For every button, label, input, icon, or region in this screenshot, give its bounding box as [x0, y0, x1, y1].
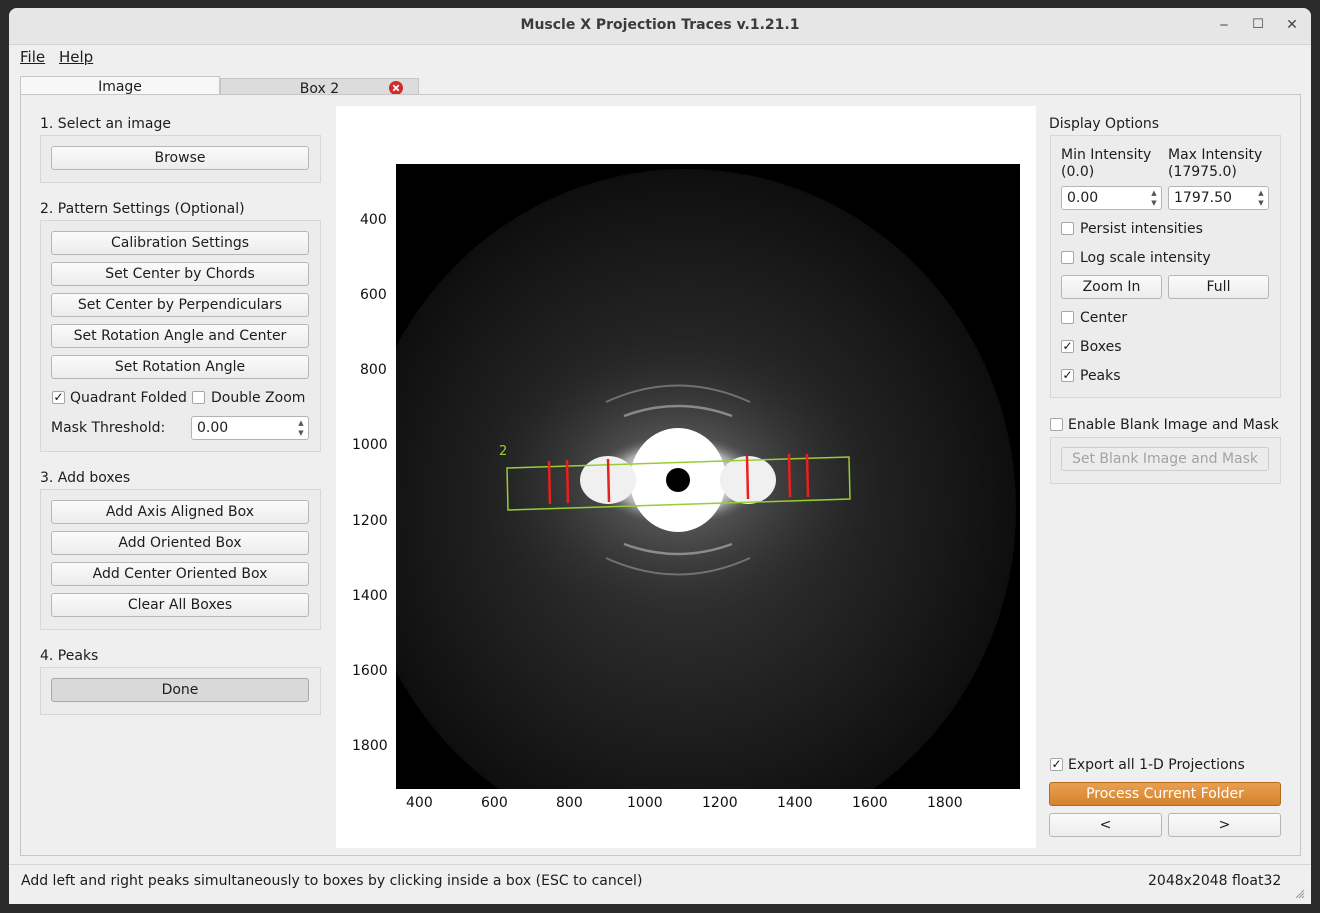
min-intensity-range: (0.0)	[1061, 164, 1095, 180]
set-rotation-center-button[interactable]: Set Rotation Angle and Center	[51, 324, 309, 348]
tab-box-2-label: Box 2	[299, 81, 340, 97]
display-options-title: Display Options	[1049, 116, 1160, 132]
x-tick: 400	[406, 795, 433, 811]
app-window: Muscle X Projection Traces v.1.21.1 ‒ ☐ …	[9, 8, 1311, 904]
y-tick: 400	[360, 212, 387, 228]
close-icon[interactable]: ✕	[1286, 17, 1298, 33]
export-projections-label: Export all 1-D Projections	[1068, 757, 1245, 773]
browse-button[interactable]: Browse	[51, 146, 309, 170]
max-intensity-label: Max Intensity	[1168, 147, 1263, 163]
min-intensity-input[interactable]: 0.00 ▲ ▼	[1061, 186, 1162, 210]
add-oriented-box-button[interactable]: Add Oriented Box	[51, 531, 309, 555]
x-tick: 1400	[777, 795, 813, 811]
clear-all-boxes-button[interactable]: Clear All Boxes	[51, 593, 309, 617]
menu-help[interactable]: Help	[59, 48, 94, 66]
display-options-group	[1050, 135, 1281, 398]
menu-file[interactable]: File	[20, 48, 46, 66]
mask-threshold-input[interactable]: 0.00 ▲ ▼	[191, 416, 309, 440]
next-button[interactable]: >	[1168, 813, 1281, 837]
spin-down-icon[interactable]: ▼	[298, 429, 304, 437]
center-label: Center	[1080, 310, 1128, 326]
section-peaks: 4. Peaks	[40, 648, 99, 664]
add-center-oriented-box-button[interactable]: Add Center Oriented Box	[51, 562, 309, 586]
x-tick: 1000	[627, 795, 663, 811]
export-projections-checkbox[interactable]: ✓	[1050, 757, 1063, 771]
window-title: Muscle X Projection Traces v.1.21.1	[520, 17, 800, 33]
spin-up-icon[interactable]: ▲	[298, 419, 304, 427]
tab-image[interactable]: Image	[20, 76, 220, 97]
projection-box[interactable]	[506, 456, 851, 511]
double-zoom-label: Double Zoom	[211, 390, 306, 406]
maximize-icon[interactable]: ☐	[1252, 17, 1264, 32]
spin-up-icon[interactable]: ▲	[1258, 189, 1264, 197]
title-bar: Muscle X Projection Traces v.1.21.1 ‒ ☐ …	[9, 8, 1311, 45]
center-checkbox[interactable]	[1061, 311, 1074, 324]
plot-canvas[interactable]: 2 400 600 800 1000 1200 1400 1600 1800 4…	[336, 106, 1036, 848]
add-axis-aligned-box-button[interactable]: Add Axis Aligned Box	[51, 500, 309, 524]
set-center-perpendiculars-button[interactable]: Set Center by Perpendiculars	[51, 293, 309, 317]
x-tick: 1800	[927, 795, 963, 811]
min-intensity-value: 0.00	[1067, 190, 1099, 206]
max-intensity-range: (17975.0)	[1168, 164, 1237, 180]
quadrant-folded-checkbox[interactable]: ✓	[52, 390, 65, 404]
section-add-boxes: 3. Add boxes	[40, 470, 131, 486]
y-tick: 1800	[352, 738, 388, 754]
diffraction-image[interactable]: 2	[396, 164, 1020, 789]
section-select-image: 1. Select an image	[40, 116, 171, 132]
box-label: 2	[499, 444, 507, 459]
menu-bar: File Help	[9, 45, 1311, 69]
log-scale-checkbox[interactable]	[1061, 251, 1074, 264]
process-folder-button[interactable]: Process Current Folder	[1049, 782, 1281, 806]
quadrant-folded-label: Quadrant Folded	[70, 390, 187, 406]
set-rotation-angle-button[interactable]: Set Rotation Angle	[51, 355, 309, 379]
log-scale-label: Log scale intensity	[1080, 250, 1211, 266]
calibration-settings-button[interactable]: Calibration Settings	[51, 231, 309, 255]
y-tick: 600	[360, 287, 387, 303]
boxes-checkbox[interactable]: ✓	[1061, 339, 1074, 353]
x-tick: 1600	[852, 795, 888, 811]
mask-threshold-label: Mask Threshold:	[51, 420, 166, 436]
x-tick: 600	[481, 795, 508, 811]
max-intensity-input[interactable]: 1797.50 ▲ ▼	[1168, 186, 1269, 210]
spin-down-icon[interactable]: ▼	[1258, 199, 1264, 207]
y-tick: 1600	[352, 663, 388, 679]
y-tick: 1000	[352, 437, 388, 453]
x-tick: 1200	[702, 795, 738, 811]
enable-blank-checkbox[interactable]	[1050, 418, 1063, 431]
zoom-in-button[interactable]: Zoom In	[1061, 275, 1162, 299]
spin-up-icon[interactable]: ▲	[1151, 189, 1157, 197]
tab-box-2[interactable]: Box 2	[220, 78, 419, 98]
full-button[interactable]: Full	[1168, 275, 1269, 299]
previous-button[interactable]: <	[1049, 813, 1162, 837]
boxes-label: Boxes	[1080, 339, 1122, 355]
done-button[interactable]: Done	[51, 678, 309, 702]
minimize-icon[interactable]: ‒	[1219, 17, 1229, 33]
persist-intensities-label: Persist intensities	[1080, 221, 1203, 237]
y-tick: 800	[360, 362, 387, 378]
mask-threshold-value: 0.00	[197, 420, 229, 436]
enable-blank-label: Enable Blank Image and Mask	[1068, 417, 1279, 433]
y-tick: 1400	[352, 588, 388, 604]
double-zoom-checkbox[interactable]	[192, 391, 205, 404]
persist-intensities-checkbox[interactable]	[1061, 222, 1074, 235]
x-tick: 800	[556, 795, 583, 811]
resize-grip-icon[interactable]	[1295, 889, 1305, 899]
y-tick: 1200	[352, 513, 388, 529]
peaks-label: Peaks	[1080, 368, 1121, 384]
status-bar: Add left and right peaks simultaneously …	[9, 864, 1311, 904]
image-info: 2048x2048 float32	[1148, 873, 1282, 889]
peaks-checkbox[interactable]: ✓	[1061, 368, 1074, 382]
status-message: Add left and right peaks simultaneously …	[21, 873, 643, 889]
set-blank-image-button[interactable]: Set Blank Image and Mask	[1061, 447, 1269, 471]
section-pattern-settings: 2. Pattern Settings (Optional)	[40, 201, 245, 217]
tab-close-icon[interactable]	[389, 81, 403, 95]
max-intensity-value: 1797.50	[1174, 190, 1232, 206]
set-center-chords-button[interactable]: Set Center by Chords	[51, 262, 309, 286]
spin-down-icon[interactable]: ▼	[1151, 199, 1157, 207]
min-intensity-label: Min Intensity	[1061, 147, 1152, 163]
